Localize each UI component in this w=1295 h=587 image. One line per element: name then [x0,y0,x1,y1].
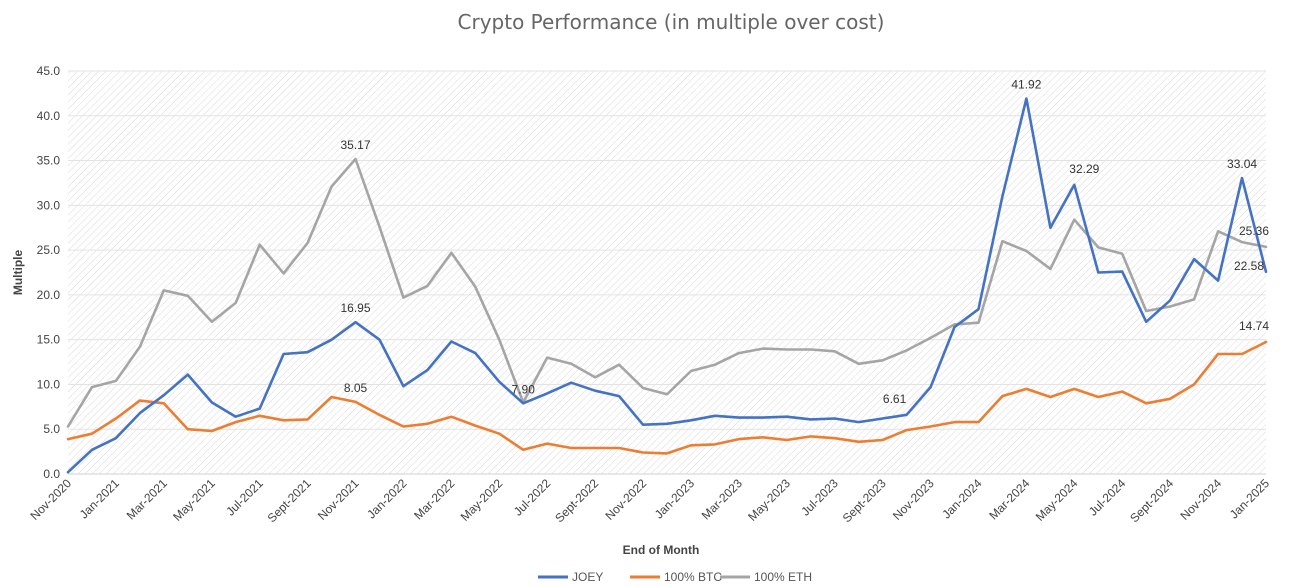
legend: JOEY 100% BTC 100% ETH [538,570,812,584]
x-tick-label: Mar-2021 [124,476,170,522]
x-tick-label: Jul-2024 [1086,476,1129,519]
y-axis-ticks: 0.0 5.0 10.0 15.0 20.0 25.0 30.0 35.0 40.0 45.0 [37,64,61,481]
x-tick-label: Nov-2020 [27,476,74,523]
x-tick-label: Jul-2021 [223,476,266,519]
series-lines [66,97,1268,474]
series-line-joey [66,97,1268,474]
data-label: 33.04 [1227,157,1257,171]
y-tick-label: 15.0 [37,333,61,347]
x-tick-label: May-2023 [745,476,793,524]
x-tick-label: May-2021 [170,476,218,524]
x-tick-label: May-2024 [1033,476,1081,524]
x-tick-label: Nov-2024 [1178,476,1225,523]
y-tick-label: 0.0 [43,467,60,481]
data-label: 32.29 [1069,162,1099,176]
x-tick-label: Jan-2021 [77,476,123,522]
legend-label: 100% BTC [664,570,722,584]
legend-label: 100% ETH [754,570,812,584]
data-label: 8.05 [344,381,368,395]
x-axis-ticks: Nov-2020 Jan-2021 Mar-2021 May-2021 Jul-2021… [27,476,1272,525]
gridlines [68,70,1266,475]
x-tick-label: Nov-2023 [890,476,937,523]
y-tick-label: 30.0 [37,198,61,212]
x-tick-label: Jul-2023 [798,476,841,519]
data-label: 25.36 [1239,224,1269,238]
x-tick-label: Nov-2022 [602,476,649,523]
x-axis-label: End of Month [623,543,700,557]
x-tick-label: Mar-2024 [986,476,1032,522]
y-tick-label: 5.0 [43,422,60,436]
x-tick-label: Sept-2023 [840,476,889,525]
x-tick-label: Sept-2022 [552,476,601,525]
chart-title: Crypto Performance (in multiple over cos… [458,10,885,34]
series-line-100-btc [66,340,1268,455]
data-label: 14.74 [1239,319,1269,333]
y-tick-label: 45.0 [37,64,61,78]
data-label: 6.61 [883,392,907,406]
y-tick-label: 10.0 [37,377,61,391]
x-tick-label: May-2022 [458,476,506,524]
x-tick-label: Jan-2024 [939,476,985,522]
x-tick-label: Sept-2024 [1127,476,1176,525]
y-axis-label: Multiple [11,250,25,296]
y-tick-label: 35.0 [37,154,61,168]
x-tick-label: Jul-2022 [511,476,554,519]
y-tick-label: 20.0 [37,288,61,302]
data-label: 7.90 [512,382,536,396]
x-tick-label: Jan-2022 [364,476,410,522]
y-tick-label: 40.0 [37,109,61,123]
data-label: 35.17 [341,138,371,152]
data-label: 41.92 [1011,78,1041,92]
x-tick-label: Mar-2022 [411,476,457,522]
data-label: 22.58 [1234,259,1264,273]
x-tick-label: Nov-2021 [315,476,362,523]
series-line-100-eth [66,157,1268,428]
data-labels: 16.95 7.90 6.61 41.92 32.29 33.04 22.58 8.05 14.… [341,78,1270,406]
y-tick-label: 25.0 [37,243,61,257]
x-tick-label: Sept-2021 [265,476,314,525]
x-tick-label: Jan-2025 [1227,476,1273,522]
data-label: 16.95 [341,301,371,315]
x-tick-label: Jan-2023 [652,476,698,522]
legend-label: JOEY [572,570,603,584]
plot-area [68,71,1266,474]
x-tick-label: Mar-2023 [699,476,745,522]
